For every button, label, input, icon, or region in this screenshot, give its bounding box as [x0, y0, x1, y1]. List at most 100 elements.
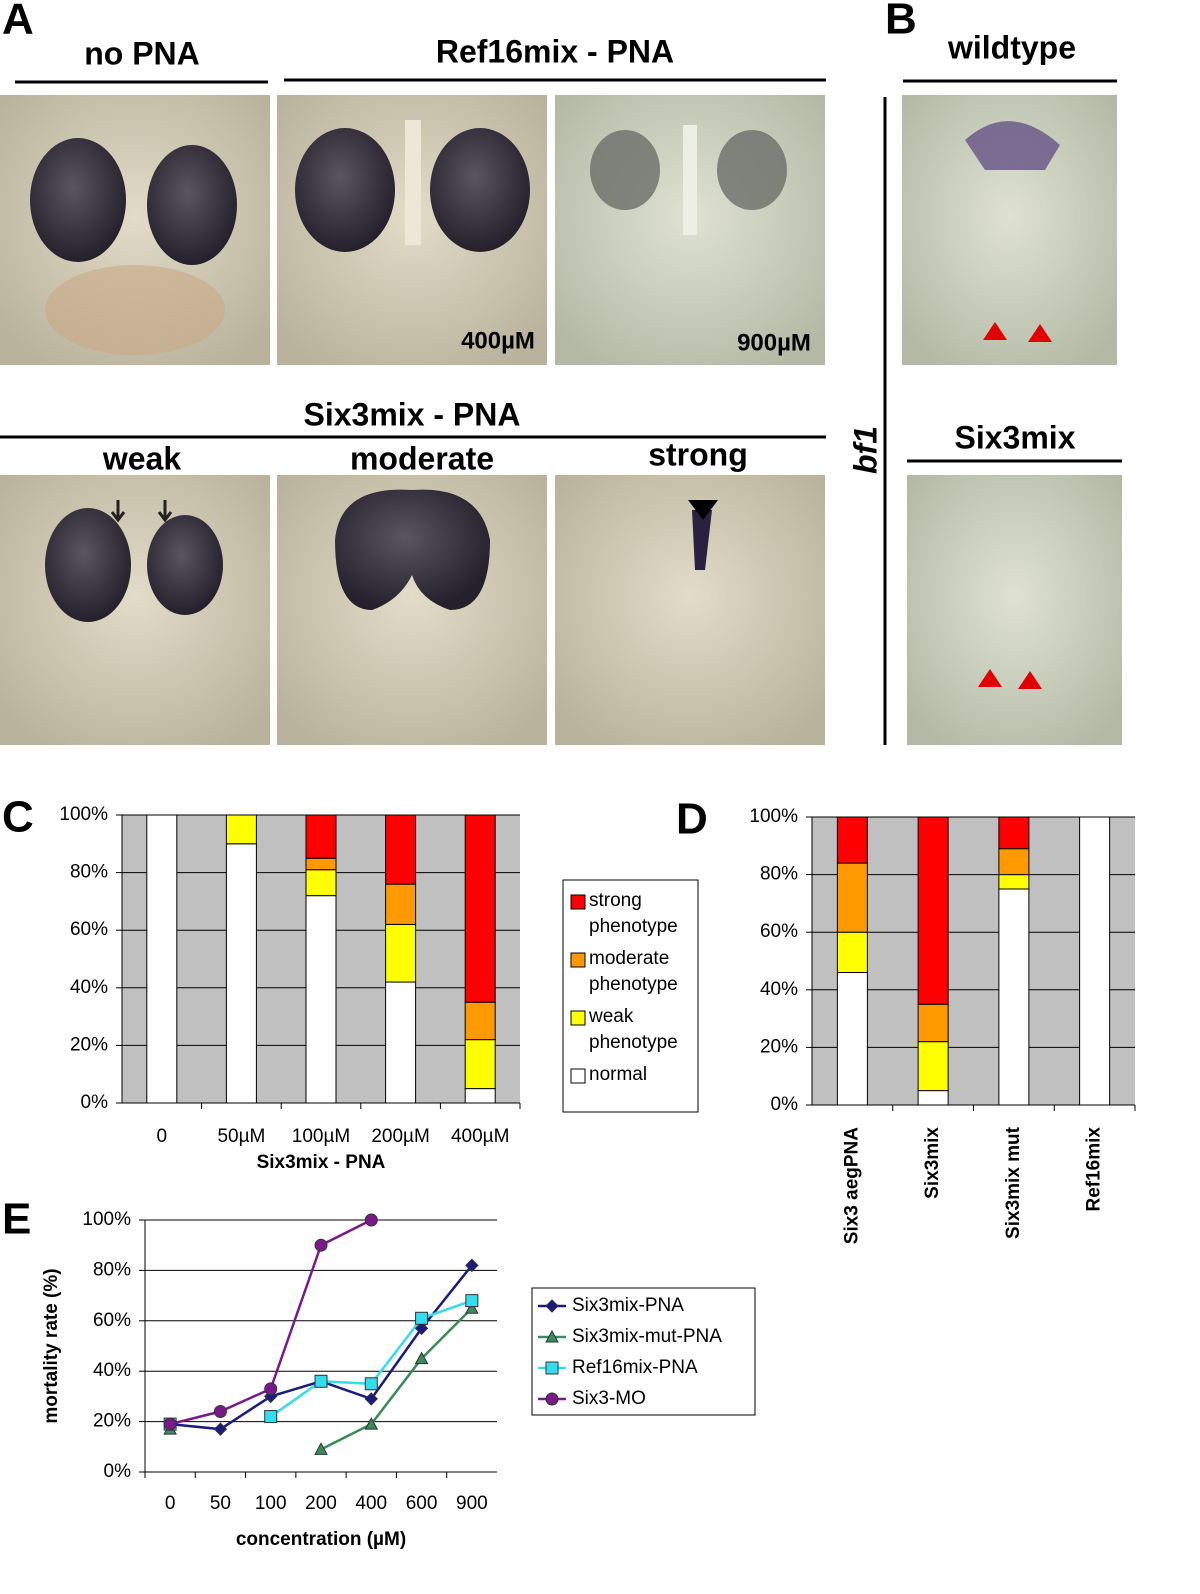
- concentration-label: 400µM: [461, 327, 535, 354]
- point: [314, 1374, 328, 1388]
- y-tick-label: 60%: [93, 1310, 131, 1331]
- bar-segment: [146, 814, 178, 1104]
- point: [213, 1405, 227, 1419]
- y-tick-label: 40%: [93, 1360, 131, 1381]
- y-tick-label: 20%: [760, 1036, 798, 1057]
- x-axis-title: Six3mix - PNA: [257, 1152, 386, 1173]
- bar-segment: [917, 1041, 949, 1092]
- y-tick-label: 0%: [104, 1461, 132, 1482]
- y-tick-label: 40%: [70, 977, 108, 998]
- x-tick-label: 600: [406, 1493, 438, 1514]
- bar-segment: [998, 816, 1030, 850]
- legend-label: weak phenotype: [589, 1006, 678, 1053]
- bar-segment: [385, 814, 417, 885]
- y-tick-label: 100%: [749, 806, 798, 827]
- point: [314, 1442, 328, 1455]
- x-tick-label: 400: [355, 1493, 387, 1514]
- y-tick-label: 40%: [760, 979, 798, 1000]
- legend-item: moderate phenotype: [589, 948, 678, 995]
- heading: moderate: [350, 440, 494, 476]
- bar-segment: [305, 814, 337, 859]
- bar-segment: [998, 848, 1030, 876]
- point: [545, 1299, 559, 1313]
- point: [364, 1377, 378, 1391]
- y-tick-label: 80%: [70, 862, 108, 883]
- y-axis-title: mortality rate (%): [41, 1268, 62, 1423]
- point: [415, 1311, 429, 1325]
- photo: [555, 95, 825, 365]
- x-tick-label: 50: [210, 1493, 231, 1514]
- panel-label: B: [885, 0, 917, 44]
- x-tick-label: 100: [255, 1493, 287, 1514]
- legend-item: weak phenotype: [589, 1006, 678, 1053]
- bar-segment: [836, 816, 868, 864]
- panel-label: D: [676, 795, 708, 844]
- bar-segment: [385, 883, 417, 925]
- bar-segment: [917, 816, 949, 1005]
- bar-segment: [225, 814, 257, 845]
- photo: [277, 95, 547, 365]
- x-tick-label: 50µM: [217, 1126, 265, 1147]
- bar-segment: [464, 1001, 496, 1041]
- gene-label: bf1: [847, 426, 883, 474]
- x-tick-label: Ref16mix: [1084, 1127, 1105, 1212]
- x-tick-label: Six3mix: [922, 1127, 943, 1199]
- legend: [531, 1287, 756, 1416]
- series-line: [170, 1264, 473, 1431]
- x-tick-label: 0: [165, 1493, 176, 1514]
- x-axis-title: concentration (µM): [236, 1529, 406, 1550]
- bar-segment: [305, 869, 337, 897]
- bar-segment: [385, 923, 417, 983]
- point: [364, 1417, 379, 1430]
- heading: Six3mix: [955, 419, 1076, 455]
- legend-swatch: [570, 952, 586, 968]
- bar-segment: [998, 888, 1030, 1106]
- y-tick-label: 20%: [93, 1411, 131, 1432]
- legend-label: Six3mix-PNA: [572, 1295, 684, 1316]
- x-tick-label: 100µM: [292, 1126, 350, 1147]
- point: [414, 1321, 429, 1336]
- y-tick-label: 0%: [81, 1092, 109, 1113]
- panel-label: E: [2, 1195, 31, 1244]
- x-tick-label: 200: [305, 1493, 337, 1514]
- point: [545, 1361, 559, 1375]
- point: [364, 1213, 378, 1227]
- point: [545, 1329, 559, 1343]
- x-tick-label: 0: [157, 1126, 168, 1147]
- y-tick-label: 80%: [93, 1259, 131, 1280]
- y-tick-label: 20%: [70, 1034, 108, 1055]
- bar-segment: [836, 931, 868, 974]
- bar-segment: [836, 862, 868, 933]
- y-tick-label: 60%: [760, 921, 798, 942]
- x-tick-label: 900: [456, 1493, 488, 1514]
- y-tick-label: 80%: [760, 864, 798, 885]
- photo: [555, 475, 825, 745]
- panel-label: A: [2, 0, 34, 44]
- point: [465, 1258, 479, 1273]
- x-tick-label: 400µM: [451, 1126, 509, 1147]
- point: [465, 1294, 479, 1308]
- legend-swatch: [570, 1068, 586, 1084]
- point: [264, 1410, 278, 1424]
- bar-segment: [836, 972, 868, 1106]
- point: [364, 1392, 378, 1406]
- point: [163, 1417, 177, 1431]
- bar-segment: [917, 1090, 949, 1106]
- bar-segment: [1079, 816, 1111, 1106]
- bar-segment: [305, 857, 337, 871]
- x-tick-label: Six3 aegPNA: [841, 1127, 862, 1244]
- heading: weak: [102, 440, 181, 476]
- legend-swatch: [570, 1010, 586, 1026]
- legend-label: Six3-MO: [572, 1388, 646, 1409]
- legend-item: normal: [589, 1064, 647, 1085]
- series-line: [320, 1307, 473, 1451]
- legend-label: moderate phenotype: [589, 948, 678, 995]
- photo: [902, 95, 1117, 365]
- x-tick-label: Six3mix mut: [1003, 1126, 1024, 1239]
- photo: [277, 475, 547, 745]
- legend-item: strong phenotype: [589, 890, 678, 937]
- x-tick-label: 200µM: [371, 1126, 429, 1147]
- bar-segment: [385, 981, 417, 1104]
